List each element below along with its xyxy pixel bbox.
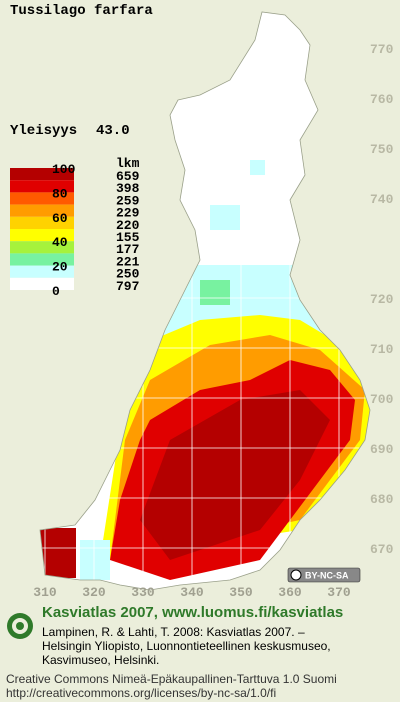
legend-swatch	[10, 192, 74, 205]
footer: Lampinen, R. & Lahti, T. 2008: Kasviatla…	[6, 625, 337, 700]
legend-swatch	[10, 277, 74, 290]
y-tick-label: 670	[370, 542, 394, 557]
legend-swatch	[10, 253, 74, 266]
x-tick-label: 310	[33, 585, 57, 600]
ticks: 770 760 750 740 720 710 700 690 680 670 310 320 330 3…	[33, 42, 393, 600]
legend-count: 177	[116, 242, 139, 257]
badge-icon	[290, 569, 302, 581]
legend-count: 220	[116, 218, 140, 233]
legend-scale-label: 80	[52, 186, 68, 201]
frequency-label: Yleisyys	[10, 123, 77, 139]
legend-swatch	[10, 241, 74, 254]
legend-count: 797	[116, 279, 139, 294]
patch	[210, 205, 240, 230]
legend-swatch	[10, 265, 74, 278]
y-tick-label: 690	[370, 442, 394, 457]
legend-count: 259	[116, 193, 140, 208]
citation-line: Lampinen, R. & Lahti, T. 2008: Kasviatla…	[42, 625, 305, 639]
legend-swatch	[10, 168, 74, 181]
logo	[7, 613, 33, 639]
x-tick-label: 340	[180, 585, 204, 600]
legend-count: 659	[116, 169, 140, 184]
patch	[250, 160, 265, 175]
patch	[140, 390, 330, 560]
patch	[200, 280, 230, 305]
legend-swatch	[10, 204, 74, 217]
y-tick-label: 750	[370, 142, 394, 157]
legend-count: 250	[116, 267, 140, 282]
y-tick-label: 760	[370, 92, 394, 107]
cc-badge: BY-NC-SA	[287, 567, 361, 583]
y-tick-label: 700	[370, 392, 394, 407]
y-tick-label: 710	[370, 342, 394, 357]
y-tick-label: 680	[370, 492, 394, 507]
citation-line: Kasvimuseo, Helsinki.	[42, 653, 159, 667]
license-line: Creative Commons Nimeä-Epäkaupallinen-Ta…	[6, 672, 337, 686]
legend-scale-label: 20	[52, 260, 68, 275]
country	[40, 12, 370, 590]
badge-box	[287, 567, 361, 583]
license-line: http://creativecommons.org/licenses/by-n…	[6, 686, 276, 700]
x-tick-label: 320	[82, 585, 106, 600]
legend-count: 229	[116, 206, 140, 221]
x-tick-label: 370	[327, 585, 351, 600]
logo-core	[16, 622, 24, 630]
patch	[80, 540, 110, 580]
legend-count: 398	[116, 181, 140, 196]
badge-text: BY-NC-SA	[305, 571, 349, 581]
x-tick-label: 360	[278, 585, 302, 600]
frequency-value: 43.0	[96, 123, 130, 139]
site: Kasviatlas 2007, www.luomus.fi/kasviatla…	[42, 604, 343, 621]
y-tick-label: 770	[370, 42, 394, 57]
count-header: lkm	[116, 156, 140, 171]
legend-scale-label: 100	[52, 162, 76, 177]
legend-swatch	[10, 216, 74, 229]
legend-scale-label: 0	[52, 284, 60, 299]
legend-count: 155	[116, 230, 140, 245]
y-tick-label: 720	[370, 292, 394, 307]
x-tick-label: 330	[131, 585, 155, 600]
legend-scale-label: 60	[52, 211, 68, 226]
legend-swatch	[10, 229, 74, 242]
title: Tussilago farfara	[10, 3, 153, 19]
y-tick-label: 740	[370, 192, 394, 207]
legend: 100 80 60 40 20 0 6593982592292201551772212507…	[10, 162, 140, 299]
patch	[40, 528, 76, 578]
legend-count: 221	[116, 254, 140, 269]
citation-line: Helsingin Yliopisto, Luonnontieteellinen…	[42, 639, 331, 653]
x-tick-label: 350	[229, 585, 253, 600]
legend-swatch	[10, 180, 74, 193]
legend-scale-label: 40	[52, 235, 68, 250]
